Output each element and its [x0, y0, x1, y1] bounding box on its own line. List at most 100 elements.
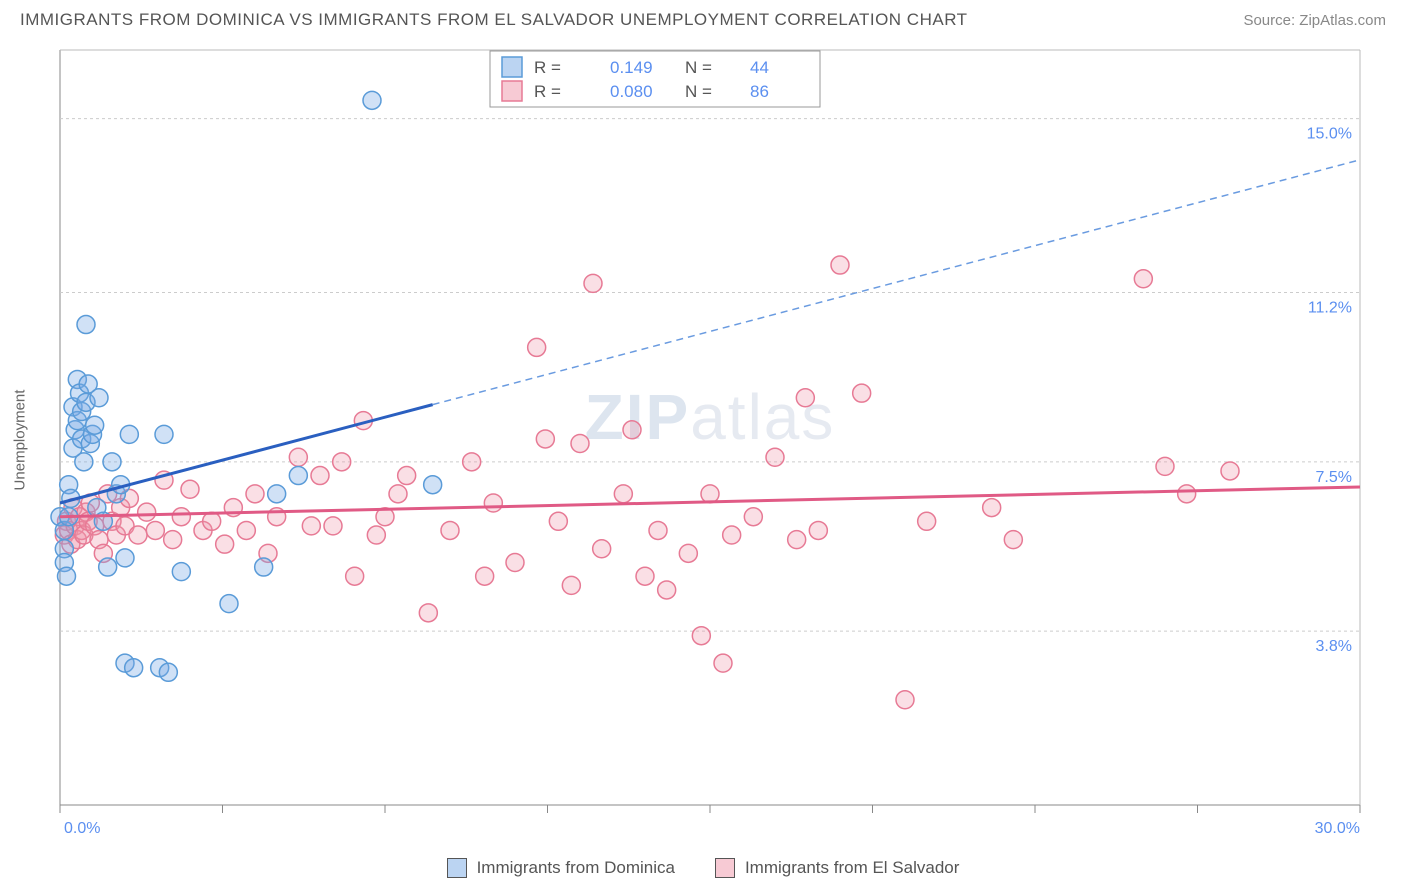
legend-n-label: N =	[685, 58, 712, 77]
data-point	[268, 485, 286, 503]
data-point	[138, 503, 156, 521]
data-point	[289, 448, 307, 466]
data-point	[77, 316, 95, 334]
legend-swatch-pink	[715, 858, 735, 878]
x-max-label: 30.0%	[1315, 820, 1360, 835]
data-point	[796, 389, 814, 407]
data-point	[424, 476, 442, 494]
data-point	[463, 453, 481, 471]
data-point	[363, 91, 381, 109]
data-point	[723, 526, 741, 544]
chart-container: Unemployment 3.8%7.5%11.2%15.0%0.0%30.0%…	[50, 45, 1390, 835]
legend-swatch	[502, 57, 522, 77]
data-point	[714, 654, 732, 672]
legend-r-label: R =	[534, 82, 561, 101]
legend-n-label: N =	[685, 82, 712, 101]
data-point	[172, 508, 190, 526]
data-point	[1221, 462, 1239, 480]
data-point	[389, 485, 407, 503]
data-point	[220, 595, 238, 613]
data-point	[419, 604, 437, 622]
data-point	[75, 453, 93, 471]
y-tick-label: 3.8%	[1316, 638, 1352, 655]
data-point	[831, 256, 849, 274]
data-point	[701, 485, 719, 503]
data-point	[164, 531, 182, 549]
y-tick-label: 7.5%	[1316, 469, 1352, 486]
legend-n-value: 44	[750, 58, 769, 77]
data-point	[58, 567, 76, 585]
data-point	[441, 521, 459, 539]
legend-r-label: R =	[534, 58, 561, 77]
data-point	[853, 384, 871, 402]
data-point	[1178, 485, 1196, 503]
legend-n-value: 86	[750, 82, 769, 101]
source-attribution: Source: ZipAtlas.com	[1243, 12, 1386, 29]
data-point	[636, 567, 654, 585]
data-point	[86, 416, 104, 434]
data-point	[181, 480, 199, 498]
data-point	[614, 485, 632, 503]
data-point	[311, 467, 329, 485]
legend-swatch	[502, 81, 522, 101]
data-point	[333, 453, 351, 471]
data-point	[562, 576, 580, 594]
bottom-legend: Immigrants from Dominica Immigrants from…	[0, 858, 1406, 878]
data-point	[476, 567, 494, 585]
data-point	[549, 512, 567, 530]
data-point	[155, 425, 173, 443]
data-point	[289, 467, 307, 485]
data-point	[536, 430, 554, 448]
legend-item-elsalvador: Immigrants from El Salvador	[715, 858, 959, 878]
data-point	[692, 627, 710, 645]
x-min-label: 0.0%	[64, 820, 100, 835]
data-point	[324, 517, 342, 535]
data-point	[1156, 457, 1174, 475]
data-point	[983, 499, 1001, 517]
y-axis-label: Unemployment	[12, 390, 29, 491]
data-point	[172, 563, 190, 581]
data-point	[203, 512, 221, 530]
data-point	[744, 508, 762, 526]
data-point	[623, 421, 641, 439]
data-point	[129, 526, 147, 544]
data-point	[146, 521, 164, 539]
data-point	[1004, 531, 1022, 549]
data-point	[506, 553, 524, 571]
legend-item-dominica: Immigrants from Dominica	[447, 858, 675, 878]
data-point	[788, 531, 806, 549]
data-point	[766, 448, 784, 466]
data-point	[99, 558, 117, 576]
legend-label-elsalvador: Immigrants from El Salvador	[745, 858, 959, 878]
data-point	[484, 494, 502, 512]
chart-title: IMMIGRANTS FROM DOMINICA VS IMMIGRANTS F…	[20, 10, 968, 30]
legend-r-value: 0.149	[610, 58, 653, 77]
trendline-dominica-dash	[433, 160, 1360, 405]
data-point	[120, 425, 138, 443]
data-point	[593, 540, 611, 558]
data-point	[367, 526, 385, 544]
data-point	[571, 435, 589, 453]
y-tick-label: 15.0%	[1307, 126, 1352, 143]
data-point	[116, 549, 134, 567]
data-point	[658, 581, 676, 599]
data-point	[216, 535, 234, 553]
data-point	[90, 389, 108, 407]
data-point	[398, 467, 416, 485]
data-point	[918, 512, 936, 530]
data-point	[584, 274, 602, 292]
scatter-chart: 3.8%7.5%11.2%15.0%0.0%30.0%ZIPatlasR =0.…	[50, 45, 1390, 835]
data-point	[237, 521, 255, 539]
data-point	[159, 663, 177, 681]
data-point	[809, 521, 827, 539]
data-point	[302, 517, 320, 535]
legend-r-value: 0.080	[610, 82, 653, 101]
data-point	[246, 485, 264, 503]
legend-swatch-blue	[447, 858, 467, 878]
data-point	[103, 453, 121, 471]
data-point	[1134, 270, 1152, 288]
y-tick-label: 11.2%	[1308, 300, 1352, 317]
data-point	[346, 567, 364, 585]
data-point	[125, 659, 143, 677]
data-point	[649, 521, 667, 539]
